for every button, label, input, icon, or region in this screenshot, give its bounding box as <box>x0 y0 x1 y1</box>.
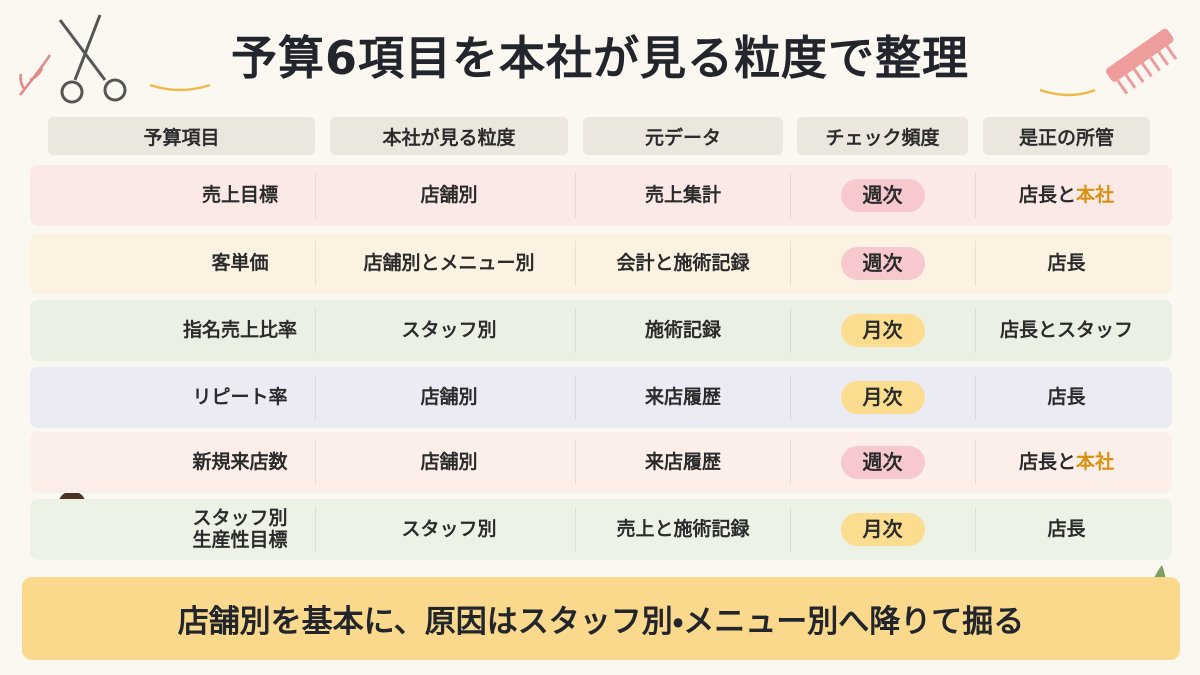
column-separator <box>975 440 976 485</box>
frequency-cell: 月次 <box>797 300 968 361</box>
column-separator <box>315 440 316 485</box>
title: 予算6項目を本社が見る粒度で整理 <box>230 31 969 85</box>
frequency-cell: 週次 <box>797 233 968 294</box>
granularity-cell: 店舗別 <box>420 183 478 206</box>
item-cell: 売上目標 <box>201 183 278 206</box>
source-cell: 施術記録 <box>644 318 721 341</box>
column-separator <box>790 440 791 485</box>
frequency-pill: 月次 <box>840 381 925 414</box>
footer-banner: 店舗別を基本に、原因はスタッフ別・メニュー別へ降りて掘る <box>22 577 1180 660</box>
comb-icon <box>1106 28 1178 95</box>
table-row: リピート率 店舗別 来店履歴 月次 店長 <box>30 367 1172 428</box>
column-separator <box>575 507 576 552</box>
frequency-pill: 週次 <box>840 446 925 479</box>
column-separator <box>975 375 976 420</box>
frequency-pill: 月次 <box>840 314 925 347</box>
item-cell: 新規来店数 <box>192 450 288 473</box>
item-cell: リピート率 <box>192 385 288 408</box>
table-row: 客単価 店舗別とメニュー別 会計と施術記録 週次 店長 <box>30 233 1172 294</box>
owner-accent-text: 本社 <box>1076 183 1115 206</box>
header-cell: 是正の所管 <box>983 117 1150 155</box>
header-cell: チェック頻度 <box>797 117 968 155</box>
granularity-cell: 店舗別 <box>420 385 478 408</box>
column-separator <box>315 241 316 286</box>
scissors-icon <box>58 14 127 104</box>
granularity-cell: 店舗別 <box>420 450 478 473</box>
column-separator <box>975 241 976 286</box>
header-cell: 本社が見る粒度 <box>330 117 568 155</box>
owner-text: 店長 <box>1047 517 1086 540</box>
owner-cell: 店長とスタッフ <box>983 300 1150 361</box>
column-separator <box>790 173 791 218</box>
header-cell: 元データ <box>583 117 783 155</box>
table-row: 指名売上比率 スタッフ別 施術記録 月次 店長とスタッフ <box>30 300 1172 361</box>
column-separator <box>575 308 576 353</box>
leaf-icon <box>19 54 52 96</box>
frequency-pill: 週次 <box>840 179 925 212</box>
column-separator <box>575 241 576 286</box>
owner-cell: 店長 <box>983 233 1150 294</box>
table-row: スタッフ別 生産性目標 スタッフ別 売上と施術記録 月次 店長 <box>30 499 1172 560</box>
granularity-cell: スタッフ別 <box>401 517 497 540</box>
table-row: 売上目標 店舗別 売上集計 週次 店長と 本社 <box>30 165 1172 226</box>
item-cell: スタッフ別 生産性目標 <box>192 506 288 551</box>
column-separator <box>575 173 576 218</box>
frequency-pill: 週次 <box>840 247 925 280</box>
owner-text: 店長とスタッフ <box>999 318 1133 341</box>
column-separator <box>790 241 791 286</box>
column-separator <box>975 308 976 353</box>
column-separator <box>790 375 791 420</box>
source-cell: 来店履歴 <box>644 450 721 473</box>
column-separator <box>315 308 316 353</box>
table: 予算項目 本社が見る粒度 元データ チェック頻度 是正の所管 売上目標 店舗別 売上集計 週次店… <box>30 117 1172 560</box>
header-cell: 予算項目 <box>48 117 315 155</box>
owner-text: 店長と <box>1018 183 1076 206</box>
owner-cell: 店長と 本社 <box>983 165 1150 226</box>
owner-cell: 店長 <box>983 499 1150 560</box>
owner-text: 店長 <box>1047 251 1086 274</box>
frequency-cell: 月次 <box>797 499 968 560</box>
frequency-cell: 月次 <box>797 367 968 428</box>
column-separator <box>315 173 316 218</box>
item-cell: 客単価 <box>211 251 269 274</box>
column-separator <box>790 308 791 353</box>
column-separator <box>975 173 976 218</box>
source-cell: 売上集計 <box>644 183 721 206</box>
frequency-pill: 月次 <box>840 513 925 546</box>
column-separator <box>790 507 791 552</box>
owner-cell: 店長 <box>983 367 1150 428</box>
owner-cell: 店長と 本社 <box>983 432 1150 493</box>
swash <box>149 83 1096 97</box>
column-separator <box>575 375 576 420</box>
column-separator <box>575 440 576 485</box>
column-separator <box>315 507 316 552</box>
owner-accent-text: 本社 <box>1076 450 1115 473</box>
owner-text: 店長 <box>1047 385 1086 408</box>
frequency-cell: 週次 <box>797 432 968 493</box>
column-separator <box>315 375 316 420</box>
table-row: 新規来店数 店舗別 来店履歴 週次 店長と 本社 <box>30 432 1172 493</box>
owner-text: 店長と <box>1018 450 1076 473</box>
granularity-cell: 店舗別とメニュー別 <box>363 251 535 274</box>
frequency-cell: 週次 <box>797 165 968 226</box>
source-cell: 売上と施術記録 <box>616 517 750 540</box>
granularity-cell: スタッフ別 <box>401 318 497 341</box>
source-cell: 会計と施術記録 <box>616 251 750 274</box>
item-cell: 指名売上比率 <box>182 318 297 341</box>
source-cell: 来店履歴 <box>644 385 721 408</box>
column-separator <box>975 507 976 552</box>
